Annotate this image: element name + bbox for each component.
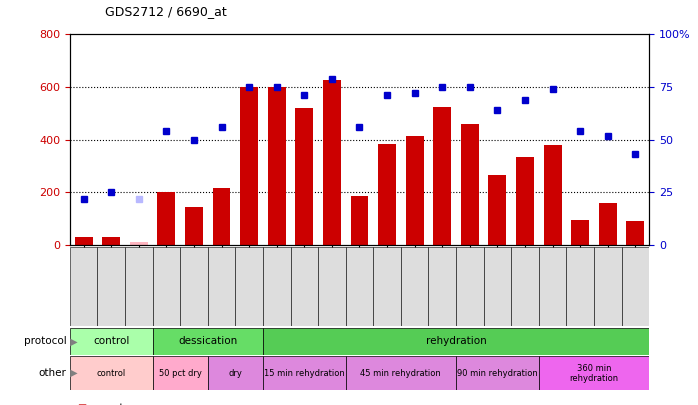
Text: count: count — [94, 403, 124, 405]
Bar — [489, 175, 506, 245]
Bar — [235, 247, 263, 326]
Text: 50 pct dry: 50 pct dry — [158, 369, 202, 378]
Bar — [350, 196, 369, 245]
Bar — [70, 247, 98, 326]
Bar — [594, 247, 621, 326]
Bar — [268, 87, 285, 245]
Text: rehydration: rehydration — [426, 337, 487, 346]
Bar — [208, 247, 235, 326]
Text: GDS2712 / 6690_at: GDS2712 / 6690_at — [105, 5, 226, 18]
Text: ▶: ▶ — [67, 368, 77, 378]
Bar — [484, 247, 511, 326]
Text: 15 min rehydration: 15 min rehydration — [264, 369, 345, 378]
Bar — [153, 247, 180, 326]
Bar — [318, 247, 346, 326]
Bar — [263, 328, 649, 355]
Bar — [213, 188, 230, 245]
Bar — [263, 247, 290, 326]
Bar — [263, 356, 346, 390]
Text: control: control — [93, 337, 129, 346]
Text: protocol: protocol — [24, 337, 66, 346]
Bar — [346, 356, 456, 390]
Bar — [406, 136, 424, 245]
Bar — [102, 237, 120, 245]
Bar — [125, 247, 153, 326]
Bar — [185, 207, 203, 245]
Bar — [621, 247, 649, 326]
Bar — [456, 247, 484, 326]
Text: ■: ■ — [77, 403, 86, 405]
Bar — [401, 247, 429, 326]
Bar — [130, 242, 148, 245]
Bar — [373, 247, 401, 326]
Bar — [70, 356, 153, 390]
Bar — [571, 220, 589, 245]
Text: 45 min rehydration: 45 min rehydration — [360, 369, 441, 378]
Bar — [539, 247, 566, 326]
Text: dry: dry — [228, 369, 242, 378]
Bar — [456, 356, 539, 390]
Bar — [511, 247, 539, 326]
Bar — [290, 247, 318, 326]
Bar — [153, 328, 263, 355]
Text: 90 min rehydration: 90 min rehydration — [457, 369, 537, 378]
Text: dessication: dessication — [178, 337, 237, 346]
Bar — [378, 144, 396, 245]
Bar — [70, 328, 153, 355]
Bar — [461, 124, 479, 245]
Text: 360 min
rehydration: 360 min rehydration — [570, 364, 618, 383]
Bar — [180, 247, 208, 326]
Bar — [516, 157, 534, 245]
Bar — [153, 356, 208, 390]
Bar — [433, 107, 451, 245]
Bar — [75, 237, 93, 245]
Bar — [539, 356, 649, 390]
Bar — [626, 221, 644, 245]
Bar — [599, 203, 617, 245]
Bar — [323, 81, 341, 245]
Bar — [346, 247, 373, 326]
Text: control: control — [96, 369, 126, 378]
Bar — [240, 87, 258, 245]
Bar — [429, 247, 456, 326]
Bar — [295, 108, 313, 245]
Bar — [157, 192, 175, 245]
Bar — [544, 145, 562, 245]
Bar — [566, 247, 594, 326]
Bar — [98, 247, 125, 326]
Bar — [208, 356, 263, 390]
Text: other: other — [38, 368, 66, 378]
Text: ▶: ▶ — [67, 337, 77, 346]
